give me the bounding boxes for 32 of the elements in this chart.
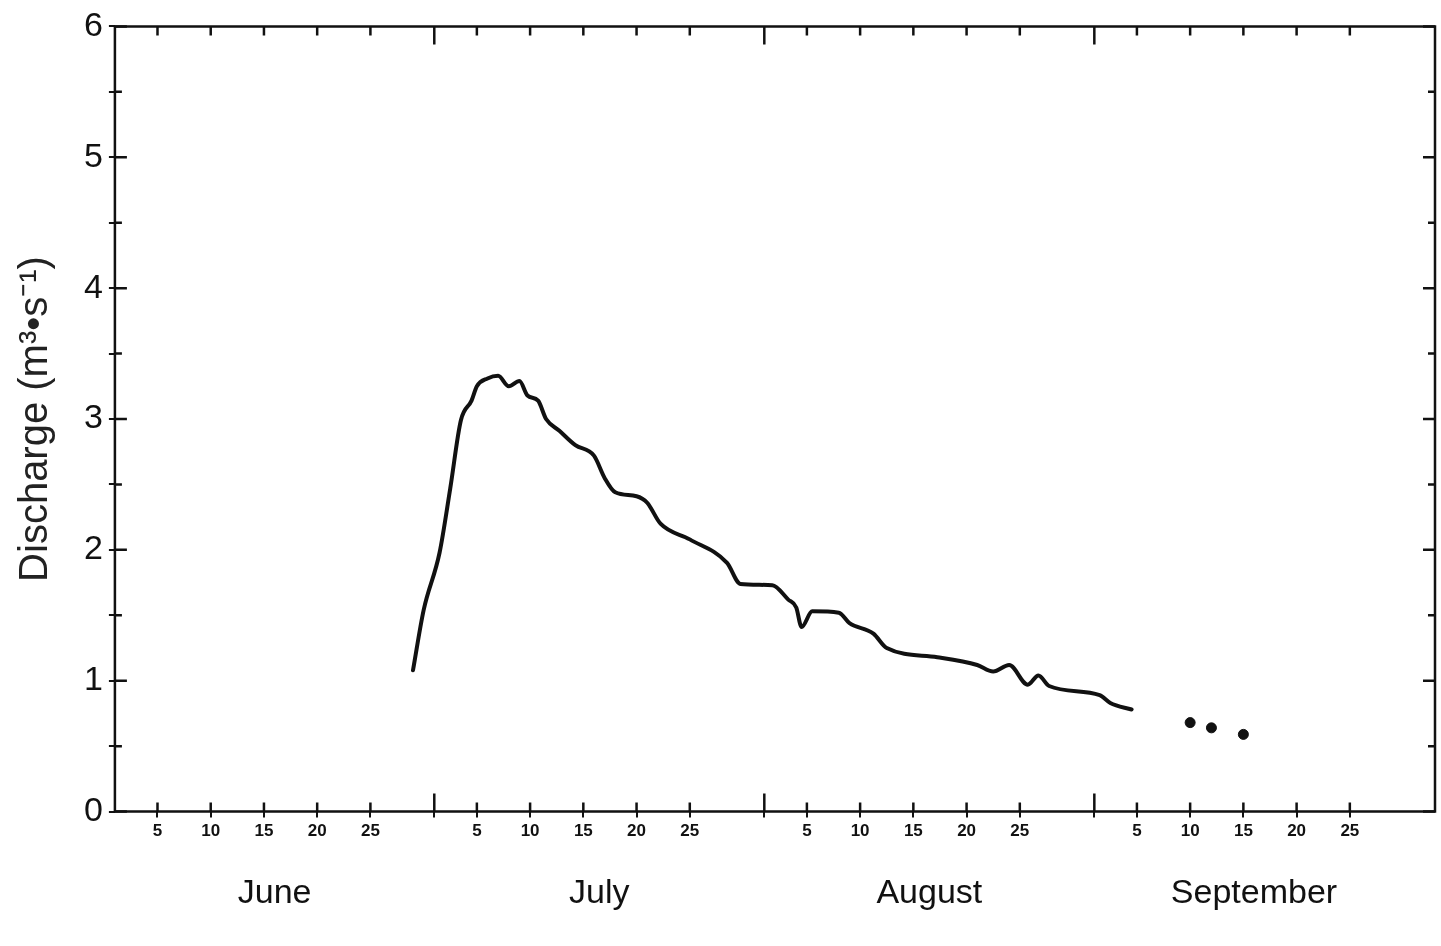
x-tick-label: 15 (1233, 821, 1253, 841)
y-tick-label: 6 (83, 4, 103, 43)
x-tick-label: 20 (957, 821, 977, 841)
y-tick-label: 1 (83, 659, 103, 698)
y-axis-title: Discharge (m³•s⁻¹) (11, 256, 56, 582)
x-tick-label: 25 (360, 821, 380, 841)
x-tick-label: 25 (680, 821, 700, 841)
x-tick-label: 10 (1180, 821, 1200, 841)
text: August (876, 871, 983, 910)
y-tick-label: 0 (83, 789, 103, 828)
x-tick-label: 25 (1010, 821, 1030, 841)
x-tick-label: 20 (307, 821, 327, 841)
text: July (569, 871, 630, 910)
x-tick-label: 5 (1132, 821, 1142, 841)
text: September (1170, 871, 1338, 910)
x-tick-label: 5 (152, 821, 163, 841)
x-tick-label: 20 (627, 821, 647, 841)
x-tick-label: 15 (903, 821, 923, 841)
x-tick-label: 15 (254, 821, 274, 841)
x-tick-label: 5 (802, 821, 812, 841)
y-tick-label: 5 (83, 135, 103, 174)
x-tick-label: 25 (1340, 821, 1360, 841)
x-tick-label: 5 (472, 821, 482, 841)
y-tick-label: 4 (83, 266, 103, 305)
x-tick-label: 10 (850, 821, 870, 841)
x-tick-label: 10 (201, 821, 221, 841)
text: June (237, 871, 312, 910)
x-tick-label: 20 (1287, 821, 1307, 841)
x-tick-label: 15 (573, 821, 593, 841)
y-tick-label: 2 (83, 528, 103, 567)
x-tick-label: 10 (520, 821, 540, 841)
y-tick-label: 3 (83, 397, 103, 436)
